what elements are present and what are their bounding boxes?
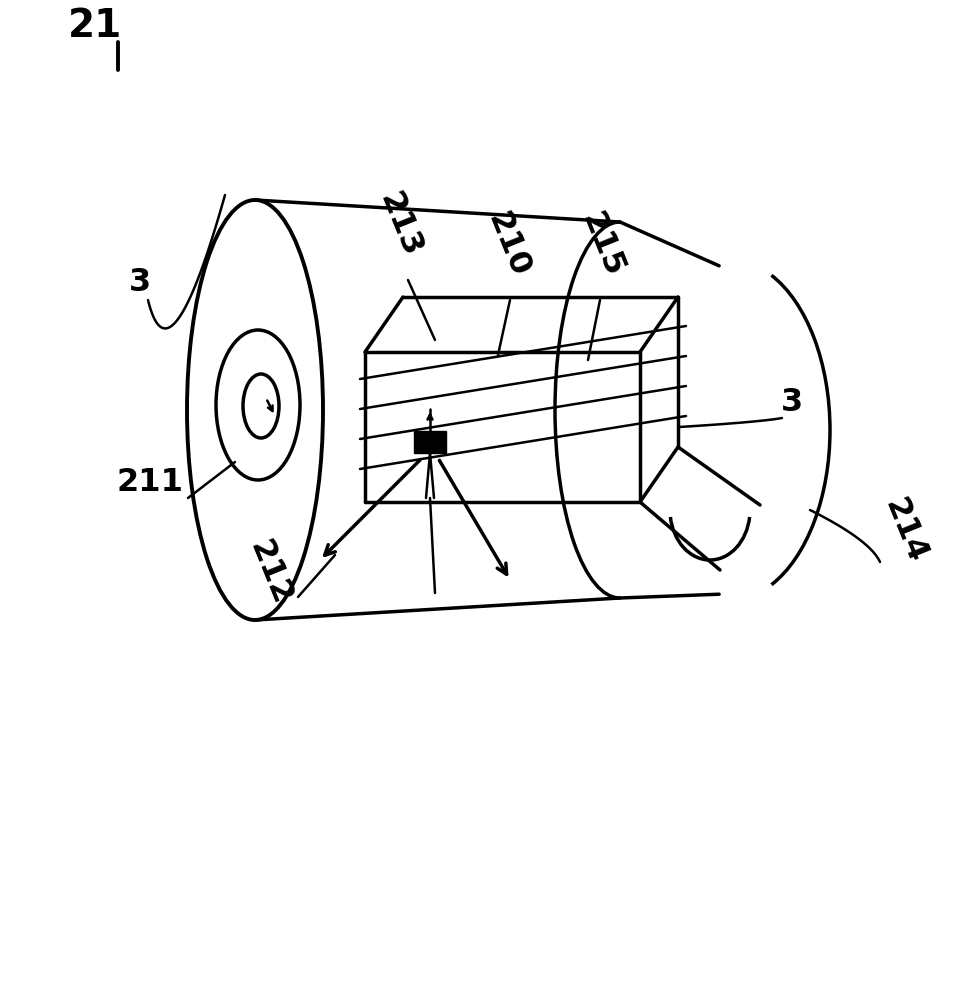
Text: 3: 3 <box>129 267 151 298</box>
Text: 212: 212 <box>243 536 297 610</box>
Text: 215: 215 <box>575 208 628 282</box>
Text: 210: 210 <box>480 208 534 282</box>
Ellipse shape <box>243 374 279 438</box>
Bar <box>413 431 446 453</box>
Text: 3: 3 <box>780 387 802 418</box>
Text: 214: 214 <box>877 494 931 568</box>
Text: 211: 211 <box>116 467 184 498</box>
Text: 213: 213 <box>373 188 427 262</box>
Text: 21: 21 <box>68 7 122 45</box>
